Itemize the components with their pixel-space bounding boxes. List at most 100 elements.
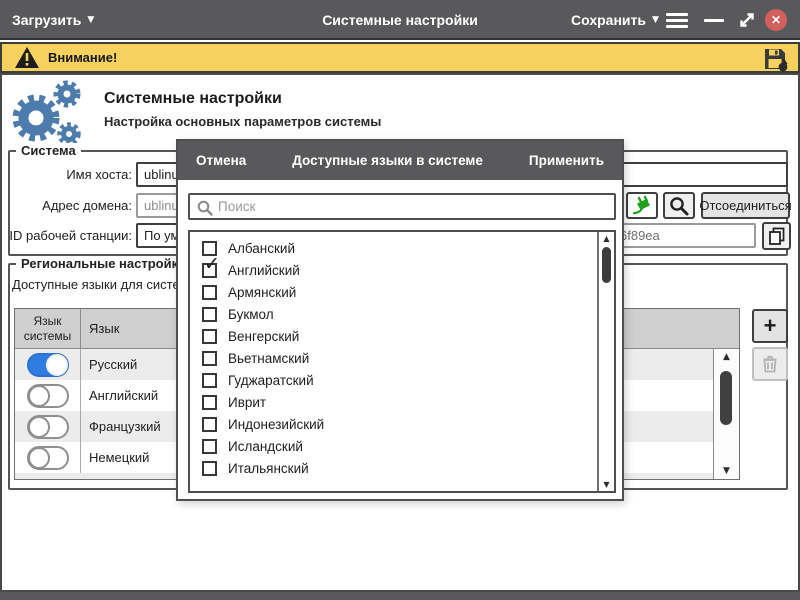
hostname-label: Имя хоста: [66,167,132,182]
language-checkbox[interactable] [202,460,217,476]
expand-arrows-icon [740,13,754,27]
table-scrollbar[interactable]: ▲ ▼ [713,349,739,479]
language-checkbox[interactable] [202,350,217,366]
language-checkbox[interactable] [202,328,217,344]
language-list: Албанский ✓ Английский Армянский Букмол Венге… [190,237,597,491]
language-label: Армянский [228,284,297,300]
plug-icon [632,195,651,214]
language-list-item[interactable]: Исландский [190,435,597,457]
language-list-item[interactable]: Армянский [190,281,597,303]
language-list-item[interactable]: Вьетнамский [190,347,597,369]
scrollbar-thumb[interactable] [602,247,611,283]
minimize-button[interactable] [704,19,724,22]
copy-button[interactable] [762,222,791,250]
add-language-button[interactable]: + [752,309,788,343]
language-label: Букмол [228,306,274,322]
available-languages-description: Доступные языки для системы [12,277,198,292]
load-menu-label: Загрузить [12,12,82,28]
save-icon[interactable] [762,46,788,77]
language-list-item[interactable]: Букмол [190,303,597,325]
system-language-toggle[interactable] [26,414,69,439]
dialog-header: Отмена Доступные языки в системе Примени… [178,141,622,180]
list-scrollbar[interactable]: ▲ ▼ [597,232,614,491]
language-search-box [188,193,616,220]
language-checkbox[interactable] [202,394,217,410]
language-name-cell: Немецкий [89,450,150,465]
language-label: Итальянский [228,460,309,476]
language-list-item[interactable]: Итальянский [190,457,597,479]
search-icon [670,196,689,215]
save-menu-button[interactable]: Сохранить ▼ [571,0,659,40]
system-language-toggle[interactable] [26,383,69,408]
close-icon: ✕ [770,13,782,27]
warning-bar: Внимание! [0,42,800,73]
language-list-item[interactable]: Албанский [190,237,597,259]
column-header-system-language: Язык системы [15,309,81,348]
search-domain-button[interactable] [663,192,695,219]
system-language-cell [15,380,81,411]
language-checkbox[interactable] [202,306,217,322]
language-label: Исландский [228,438,303,454]
gears-icon [8,80,90,151]
warning-label: Внимание! [48,50,118,65]
scroll-down-icon[interactable]: ▼ [723,466,730,476]
language-name-cell: Английский [89,388,159,403]
language-checkbox[interactable] [202,438,217,454]
dialog-apply-button[interactable]: Применить [528,153,604,168]
system-language-toggle[interactable] [26,352,69,377]
chevron-down-icon: ▼ [651,15,659,25]
page-subtitle: Настройка основных параметров системы [104,114,382,129]
dialog-cancel-button[interactable]: Отмена [196,153,247,168]
fullscreen-button[interactable] [737,10,757,30]
language-label: Вьетнамский [228,350,310,366]
language-list-item[interactable]: Иврит [190,391,597,413]
scroll-up-icon[interactable]: ▲ [723,352,730,362]
window-title: Системные настройки [322,12,478,28]
language-list-box: Албанский ✓ Английский Армянский Букмол Венге… [188,230,616,493]
close-button[interactable]: ✕ [765,9,787,31]
toggle-knob [27,415,50,438]
page-title: Системные настройки [104,90,282,107]
available-languages-dialog: Отмена Доступные языки в системе Примени… [176,139,624,501]
language-list-item[interactable]: Венгерский [190,325,597,347]
language-label: Венгерский [228,328,300,344]
system-language-toggle[interactable] [26,445,69,470]
language-name-cell: Русский [89,357,138,372]
menu-icon[interactable] [666,13,688,28]
language-checkbox[interactable] [202,372,217,388]
connect-button[interactable] [626,192,658,219]
workstation-id-label: ID рабочей станции: [9,228,132,243]
scrollbar-thumb[interactable] [720,371,732,425]
trash-icon [763,355,777,373]
delete-language-button[interactable] [752,347,788,381]
language-checkbox[interactable]: ✓ [202,254,220,278]
column-header-language: Язык [89,321,120,336]
regional-fieldset-legend: Региональные настройки [16,256,192,271]
system-fieldset-legend: Система [16,143,81,158]
toggle-knob [45,353,68,376]
language-checkbox[interactable] [202,416,217,432]
scroll-up-icon[interactable]: ▲ [603,234,610,243]
disconnect-button[interactable]: Отсоединиться [699,192,792,219]
copy-icon [768,227,784,245]
language-name-cell: Французкий [89,419,161,434]
language-checkbox[interactable] [202,240,217,256]
language-label: Индонезийский [228,416,325,432]
system-language-cell [15,411,81,442]
dialog-title: Доступные языки в системе [292,153,483,168]
language-search-input[interactable] [190,195,614,218]
scroll-down-icon[interactable]: ▼ [603,480,610,489]
toggle-knob [27,384,50,407]
language-checkbox[interactable] [202,284,217,300]
load-menu-button[interactable]: Загрузить ▼ [12,0,94,40]
save-menu-label: Сохранить [571,12,646,28]
language-list-item[interactable]: ✓ Английский [190,254,597,281]
language-list-item[interactable]: Гуджаратский [190,369,597,391]
language-label: Албанский [228,240,296,256]
domain-label: Адрес домена: [42,198,132,213]
toggle-knob [27,446,50,469]
warning-icon [14,46,40,74]
titlebar: Загрузить ▼ Системные настройки Сохранит… [0,0,800,40]
language-list-item[interactable]: Индонезийский [190,413,597,435]
